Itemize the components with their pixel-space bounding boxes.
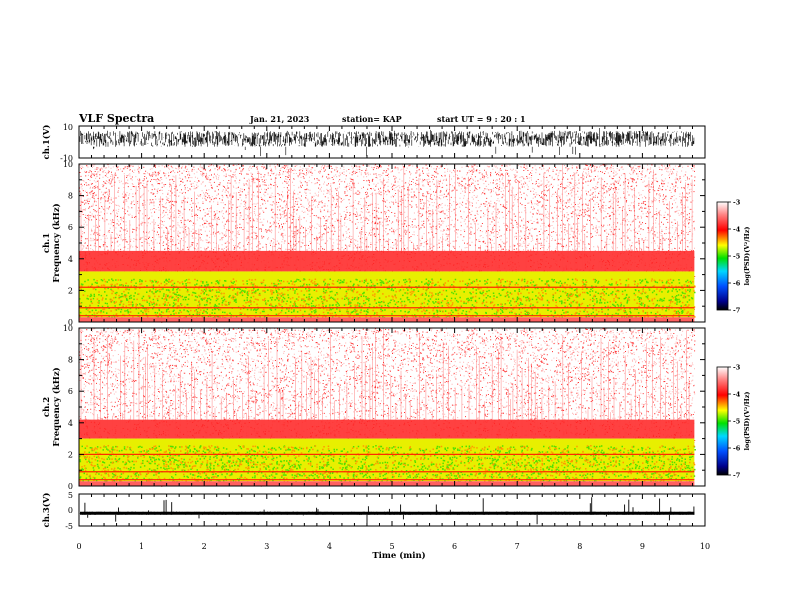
ch1-ylabel: ch.1(V): [41, 125, 52, 160]
freq-tick-label: 8: [68, 192, 73, 201]
ch3-ytick-top: 5: [68, 491, 73, 500]
ch2-spectrogram-image: [79, 328, 705, 487]
freq-tick-label: 6: [68, 387, 73, 396]
colorbar-tick-label: -5: [733, 253, 741, 261]
ch1-spec-ylabel-top: ch.1: [42, 233, 52, 253]
ch2-colorbar: -3 -4 -5 -6 -7 log(PSD)(V²/Hz): [717, 364, 751, 480]
freq-tick-label: 4: [68, 255, 73, 264]
colorbar-tick-label: -7: [733, 307, 740, 315]
freq-tick-label: 2: [68, 450, 73, 459]
freq-tick-label: 2: [68, 286, 73, 295]
colorbar-tick-label: -6: [733, 445, 741, 453]
ch1-waveform-panel: 10 -10 ch.1(V): [41, 123, 705, 163]
ch1-colorbar: -3 -4 -5 -6 -7 log(PSD)(V²/Hz): [717, 199, 751, 315]
colorbar-tick-label: -4: [733, 391, 741, 399]
ch2-colorbar-ticks: -3 -4 -5 -6 -7: [728, 364, 741, 480]
ch1-waveform-trace: [80, 128, 694, 156]
figure-title: VLF Spectra: [78, 112, 154, 125]
x-axis-label: Time (min): [372, 550, 425, 561]
ch2-colorbar-gradient: [717, 367, 728, 475]
time-tick-label: 3: [264, 542, 269, 551]
ch3-waveform-panel: 5 0 -5 ch.3(V): [41, 491, 705, 531]
ch1-colorbar-ticks: -3 -4 -5 -6 -7: [728, 199, 741, 315]
ch1-colorbar-label: log(PSD)(V²/Hz): [743, 227, 751, 286]
freq-tick-label: 0: [68, 482, 73, 491]
freq-tick-label: 4: [68, 419, 73, 428]
ch2-spectrogram-panel: 0 2 4 6 8 10 ch.2 Frequency (kHz): [42, 324, 705, 491]
time-tick-label: 5: [389, 542, 394, 551]
ch3-ytick-bottom: -5: [65, 522, 73, 531]
freq-tick-label: 10: [63, 160, 73, 169]
start-time-label: start UT = 9 : 20 : 1: [437, 114, 526, 124]
freq-tick-label: 6: [68, 223, 73, 232]
ch3-waveform-trace: [80, 497, 694, 524]
time-tick-label: 9: [640, 542, 645, 551]
ch1-colorbar-gradient: [717, 202, 728, 310]
time-tick-label: 0: [76, 542, 81, 551]
time-tick-label: 1: [139, 542, 144, 551]
colorbar-tick-label: -4: [733, 226, 741, 234]
colorbar-tick-label: -5: [733, 418, 741, 426]
ch2-colorbar-label: log(PSD)(V²/Hz): [743, 392, 751, 451]
freq-tick-label: 10: [63, 324, 73, 333]
colorbar-tick-label: -6: [733, 280, 741, 288]
time-tick-label: 8: [577, 542, 582, 551]
ch1-spectrogram-image: [79, 164, 705, 323]
ch2-spec-ylabel-top: ch.2: [42, 397, 52, 417]
ch1-ytick-top: 10: [63, 123, 73, 132]
time-tick-label: 10: [700, 542, 710, 551]
station-label: station= KAP: [342, 114, 402, 124]
time-tick-label: 4: [327, 542, 332, 551]
colorbar-tick-label: -3: [733, 364, 741, 372]
ch3-ytick-mid: 0: [68, 506, 73, 515]
ch3-ylabel: ch.3(V): [41, 493, 52, 528]
colorbar-tick-label: -7: [733, 472, 740, 480]
time-tick-label: 2: [202, 542, 207, 551]
ch2-spec-ylabel-bottom: Frequency (kHz): [51, 367, 62, 446]
time-tick-label: 7: [515, 542, 520, 551]
colorbar-tick-label: -3: [733, 199, 741, 207]
ch1-spec-ylabel-bottom: Frequency (kHz): [51, 203, 62, 282]
date-label: Jan. 21, 2023: [249, 114, 310, 124]
time-tick-label: 6: [452, 542, 457, 551]
freq-tick-label: 8: [68, 356, 73, 365]
